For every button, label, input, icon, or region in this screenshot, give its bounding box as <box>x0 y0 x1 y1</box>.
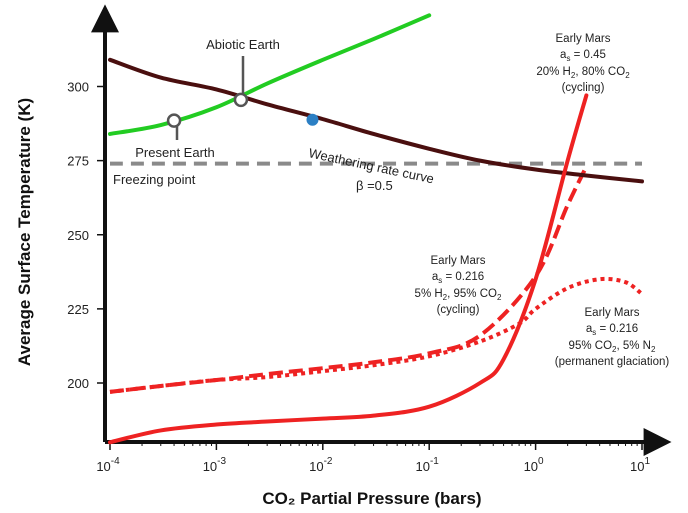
svg-text:as = 0.216: as = 0.216 <box>586 323 638 337</box>
y-tick-label: 200 <box>67 376 89 391</box>
series-mars-n2 <box>109 276 644 394</box>
svg-text:Early Mars: Early Mars <box>556 33 611 45</box>
series-earth <box>108 13 432 136</box>
series-weathering <box>108 57 644 184</box>
y-ticks: 200 225 250 275 300 <box>67 80 105 391</box>
beta-label: β =0.5 <box>356 178 393 193</box>
svg-text:(cycling): (cycling) <box>562 82 605 94</box>
point-abiotic-earth <box>233 92 249 108</box>
point-present-earth <box>166 113 182 128</box>
svg-text:as = 0.45: as = 0.45 <box>560 49 606 63</box>
svg-text:20% H2, 80% CO2: 20% H2, 80% CO2 <box>536 66 630 80</box>
mars1-annotation: Early Mars as = 0.45 20% H2, 80% CO2 (cy… <box>536 33 630 94</box>
freezing-point-label: Freezing point <box>113 172 196 187</box>
x-tick-label: 10-4 <box>96 456 120 474</box>
svg-text:(permanent glaciation): (permanent glaciation) <box>555 356 670 368</box>
y-axis-title: Average Surface Temperature (K) <box>15 98 34 366</box>
svg-text:Early Mars: Early Mars <box>431 255 486 267</box>
series-layer <box>108 13 644 445</box>
point-blue-point <box>306 113 319 126</box>
svg-text:as = 0.216: as = 0.216 <box>432 271 484 285</box>
x-tick-label: 10-1 <box>416 456 440 474</box>
abiotic-earth-label: Abiotic Earth <box>206 37 280 52</box>
points-layer <box>166 92 319 128</box>
y-tick-label: 225 <box>67 302 89 317</box>
y-tick-label: 250 <box>67 228 89 243</box>
x-ticks: 10-4 10-3 10-2 10-1 100 101 <box>96 442 650 474</box>
x-axis-title: CO₂ Partial Pressure (bars) <box>262 489 481 508</box>
svg-text:95% CO2, 5% N2: 95% CO2, 5% N2 <box>569 340 656 354</box>
mars3-annotation: Early Mars as = 0.216 95% CO2, 5% N2 (pe… <box>555 307 670 368</box>
x-tick-label: 101 <box>630 456 650 474</box>
x-tick-label: 100 <box>524 456 544 474</box>
mars2-annotation: Early Mars as = 0.216 5% H2, 95% CO2 (cy… <box>415 255 502 316</box>
x-tick-label: 10-3 <box>203 456 227 474</box>
y-tick-label: 300 <box>67 80 89 95</box>
x-tick-label: 10-2 <box>309 456 333 474</box>
series-mars-h2-5 <box>109 165 589 394</box>
series-mars-h2-20 <box>108 93 589 445</box>
svg-text:Early Mars: Early Mars <box>585 307 640 319</box>
svg-text:(cycling): (cycling) <box>437 304 480 316</box>
present-earth-label: Present Earth <box>135 145 215 160</box>
y-tick-label: 275 <box>67 154 89 169</box>
svg-text:5% H2, 95% CO2: 5% H2, 95% CO2 <box>415 288 502 302</box>
